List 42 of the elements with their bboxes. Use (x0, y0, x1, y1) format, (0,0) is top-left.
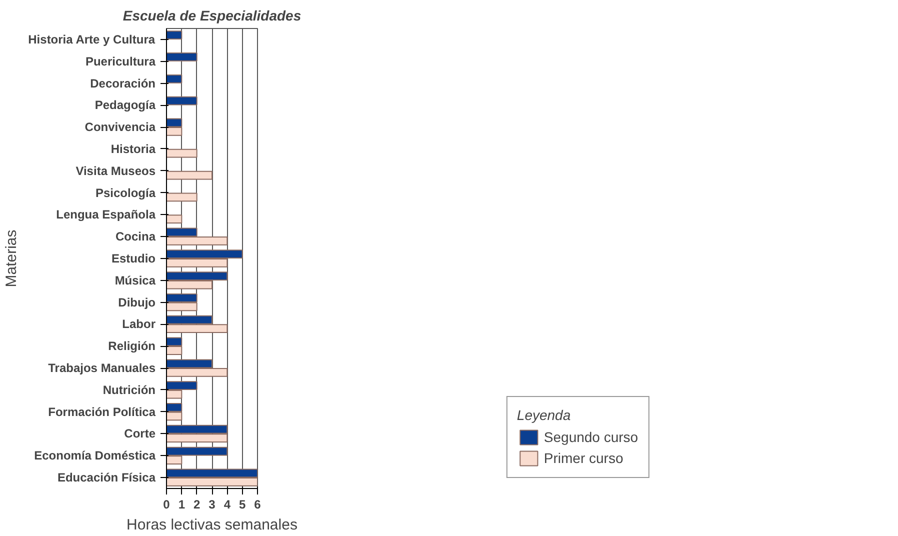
bar (166, 74, 182, 84)
x-tick-label: 2 (193, 498, 200, 512)
x-tick-label: 4 (224, 498, 231, 512)
y-tick-label: Economía Doméstica (34, 448, 156, 463)
y-tick-label: Religión (108, 339, 156, 354)
chart-title: Escuela de Especialidades (122, 8, 302, 24)
y-tick-label: Puericultura (85, 54, 156, 68)
x-tick-label: 0 (163, 498, 170, 512)
x-tick-label: 1 (178, 498, 186, 512)
y-tick-label: Historia (110, 142, 156, 156)
y-tick-label: Psicología (95, 186, 156, 200)
bar (166, 96, 198, 106)
x-tick-label: 5 (238, 498, 246, 512)
y-tick-label: Visita Museos (76, 164, 156, 178)
y-axis-title: Materias (3, 230, 20, 288)
legend-label: Segundo curso (544, 429, 638, 445)
bar (166, 170, 212, 180)
y-tick-label: Estudio (112, 252, 156, 266)
y-tick-label: Educación Física (57, 470, 156, 485)
y-tick-label: Decoración (90, 76, 156, 90)
y-tick-label: Trabajos Manuales (48, 361, 156, 376)
bar (166, 148, 198, 158)
legend-label: Primer curso (544, 450, 624, 466)
y-tick-label: Historia Arte y Cultura (28, 32, 156, 46)
y-tick-label: Corte (124, 426, 156, 441)
y-tick-label: Labor (122, 317, 156, 332)
x-tick-label: 3 (208, 498, 216, 512)
bar (166, 30, 182, 40)
y-tick-label: Formación Política (48, 404, 156, 419)
y-tick-label: Pedagogía (94, 98, 156, 112)
y-tick-label: Dibujo (118, 295, 156, 310)
y-tick-label: Convivencia (84, 120, 156, 134)
bar (166, 192, 198, 202)
bar (166, 214, 182, 224)
y-tick-label: Música (114, 273, 156, 288)
x-axis-title: Horas lectivas semanales (126, 516, 298, 534)
y-tick-label: Lengua Española (56, 208, 156, 222)
legend-title: Leyenda (516, 407, 572, 423)
bar (166, 52, 198, 62)
x-tick-label: 6 (254, 498, 262, 512)
y-tick-label: Cocina (115, 230, 156, 244)
y-tick-label: Nutrición (102, 382, 156, 397)
